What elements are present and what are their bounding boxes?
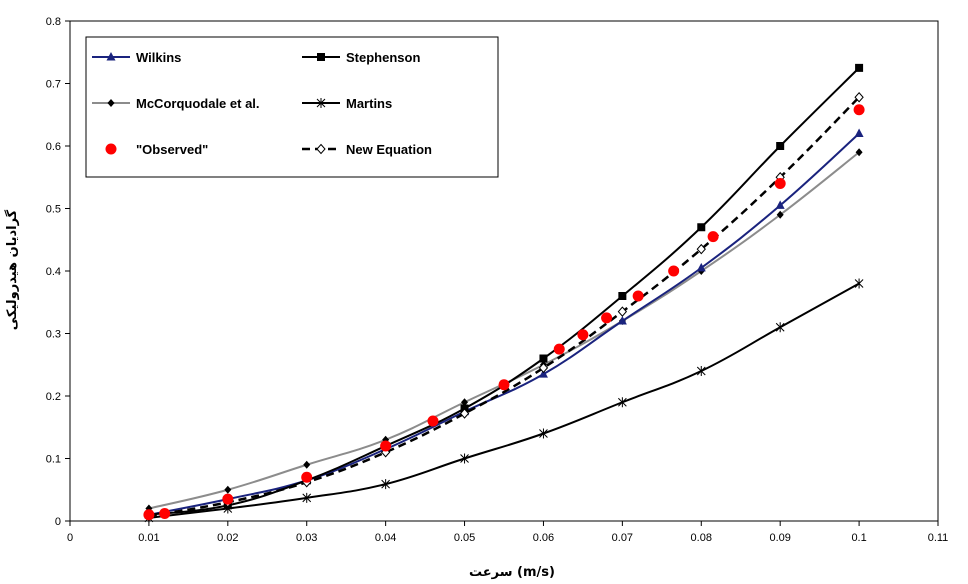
data-point: [618, 292, 627, 300]
x-tick-label: 0: [67, 532, 73, 544]
x-tick-label: 0.11: [928, 532, 949, 544]
data-point: [697, 223, 706, 232]
data-point: [855, 63, 864, 72]
y-tick-label: 0.5: [46, 204, 61, 216]
series-line-mccorquodale-et-al: [148, 151, 860, 510]
legend-swatch-marker: [105, 143, 117, 155]
x-tick-label: 0.08: [691, 532, 712, 544]
legend-item-stephenson: Stephenson: [302, 50, 420, 65]
data-point: [696, 366, 706, 376]
data-point: [553, 343, 565, 355]
data-point: [617, 316, 627, 325]
data-point: [222, 493, 234, 505]
data-point: [854, 128, 864, 137]
data-point: [427, 415, 439, 427]
series-line-new-equation: [148, 96, 860, 518]
y-axis-title: گرادیان هیدرولیکی: [4, 209, 20, 330]
data-point: [668, 265, 680, 277]
legend-label: Stephenson: [346, 50, 420, 65]
data-point: [381, 479, 390, 490]
data-point: [461, 398, 469, 407]
data-point: [632, 290, 644, 302]
data-point: [776, 210, 784, 219]
data-point: [302, 492, 312, 503]
y-tick-label: 0.7: [46, 79, 61, 91]
data-point: [224, 485, 232, 494]
x-tick-label: 0.1: [851, 532, 866, 544]
x-tick-label: 0.05: [454, 532, 475, 544]
series-observed: [143, 104, 865, 521]
data-point: [303, 460, 311, 469]
legend-box: [85, 36, 499, 178]
y-tick-label: 0.3: [46, 329, 61, 341]
legend-item-wilkins: Wilkins: [92, 50, 181, 65]
plot-series: [143, 63, 865, 523]
data-point: [617, 306, 628, 317]
x-tick-label: 0.06: [533, 532, 554, 544]
data-point: [855, 148, 863, 157]
data-point: [459, 408, 470, 419]
data-point: [301, 471, 313, 483]
data-point: [539, 354, 548, 363]
data-point: [776, 142, 785, 150]
data-point: [618, 397, 627, 408]
legend-label: Martins: [346, 96, 392, 111]
data-point: [707, 231, 719, 243]
x-axis-title: سرعت (m/s): [469, 565, 555, 580]
legend-item-martins: Martins: [302, 96, 392, 111]
data-point: [854, 278, 864, 289]
axes: 0 0.01 0.02 0.03 0.04 0.05 0.06 0.07 0.08 0.09 0.1…: [46, 16, 949, 544]
data-point: [380, 440, 392, 452]
x-tick-label: 0.01: [138, 532, 159, 544]
y-tick-label: 0.8: [46, 16, 61, 28]
data-point: [577, 329, 589, 341]
x-tick-label: 0.03: [296, 532, 317, 544]
legend-swatch-marker: [107, 99, 115, 107]
legend: Wilkins Stephenson McCorquodale et al. Mart…: [85, 36, 499, 178]
series-line-wilkins: [148, 132, 860, 516]
legend-label: "Observed": [136, 142, 208, 157]
data-point: [601, 312, 613, 324]
data-point: [696, 262, 706, 272]
y-tick-label: 0.4: [46, 266, 61, 278]
legend-label: McCorquodale et al.: [136, 96, 260, 111]
legend-swatch-marker: [317, 53, 325, 61]
data-point: [498, 379, 510, 391]
series-martins: [144, 278, 864, 523]
data-point: [696, 243, 706, 255]
legend-swatch-marker: [316, 143, 326, 155]
data-point: [775, 200, 785, 209]
legend-label: New Equation: [346, 142, 432, 157]
legend-swatch-marker: [106, 52, 116, 61]
legend-label: Wilkins: [136, 50, 181, 65]
data-point: [854, 91, 864, 103]
data-point: [774, 178, 786, 189]
data-point: [460, 453, 469, 464]
data-point: [775, 322, 785, 333]
data-point: [853, 104, 865, 116]
x-tick-label: 0.04: [375, 532, 396, 544]
y-tick-label: 0.2: [46, 391, 61, 403]
x-tick-label: 0.07: [612, 532, 633, 544]
legend-item-mccorquodale-et-al: McCorquodale et al.: [92, 96, 260, 111]
legend-swatch-marker: [316, 98, 326, 108]
data-point: [539, 428, 548, 439]
data-point: [538, 362, 549, 374]
y-tick-label: 0: [55, 516, 61, 528]
series-wilkins: [144, 128, 864, 519]
x-tick-label: 0.09: [769, 532, 790, 544]
y-tick-label: 0.1: [46, 454, 61, 466]
x-tick-label: 0.02: [217, 532, 238, 544]
series-line-martins: [148, 282, 860, 519]
data-point: [538, 369, 548, 378]
y-tick-label: 0.6: [46, 141, 61, 153]
data-point: [159, 508, 171, 519]
data-point: [143, 509, 155, 521]
legend-item-observed: "Observed": [105, 142, 208, 157]
legend-item-new-equation: New Equation: [302, 142, 432, 157]
